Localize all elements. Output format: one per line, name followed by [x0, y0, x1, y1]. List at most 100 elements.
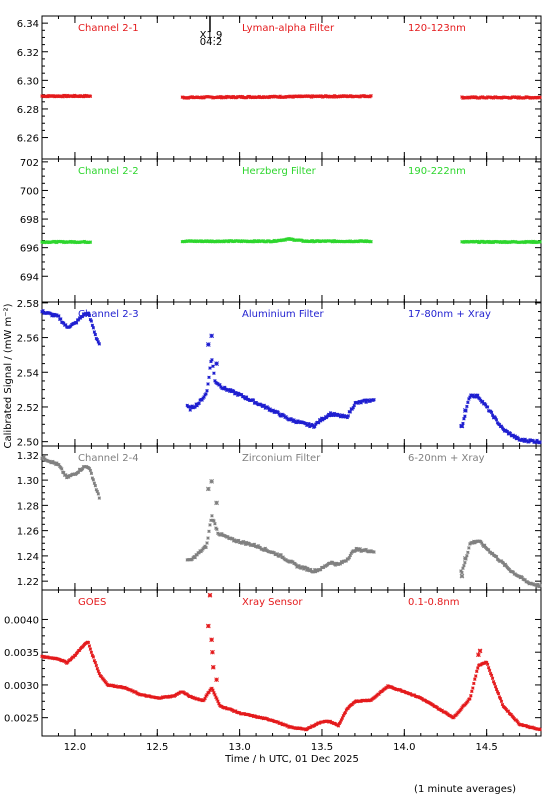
y-tick-label: 0.0025 — [4, 714, 39, 725]
x-tick-label: 13.5 — [311, 742, 333, 753]
data-point — [498, 696, 503, 701]
data-point — [197, 550, 201, 555]
data-point — [91, 655, 96, 659]
y-tick-label: 2.54 — [17, 368, 39, 379]
data-point — [223, 385, 227, 390]
data-point — [465, 404, 469, 409]
data-point — [80, 314, 85, 319]
data-point — [348, 410, 353, 414]
data-point — [97, 496, 102, 500]
data-point — [243, 397, 248, 401]
data-point — [489, 673, 494, 678]
data-point — [306, 566, 310, 571]
data-point — [462, 408, 468, 413]
data-point — [483, 403, 488, 407]
flare-time-label: 04:2 — [200, 37, 222, 48]
data-point — [469, 693, 473, 698]
data-point — [319, 416, 324, 420]
data-point — [77, 648, 82, 653]
y-tick-label: 6.32 — [17, 48, 39, 59]
y-tick-label: 702 — [20, 158, 39, 169]
data-point — [204, 545, 208, 550]
data-point — [92, 658, 97, 663]
data-point — [87, 644, 92, 648]
data-point — [193, 405, 197, 409]
data-point — [94, 663, 99, 668]
data-point — [520, 575, 524, 580]
data-point — [90, 653, 95, 658]
data-point — [343, 710, 348, 715]
y-axis-title: Calibrated Signal / (mW m⁻²) — [3, 303, 14, 448]
data-point — [210, 649, 215, 655]
data-point — [352, 403, 356, 408]
data-point — [480, 399, 485, 404]
data-point — [333, 563, 338, 567]
data-point — [74, 321, 79, 325]
data-point — [96, 492, 101, 496]
data-point — [460, 570, 464, 575]
data-point — [501, 427, 506, 432]
data-point — [511, 433, 516, 437]
data-point — [97, 342, 102, 346]
data-point — [309, 567, 313, 572]
data-point — [204, 392, 208, 396]
data-point — [87, 313, 92, 318]
channel-name: GOES — [78, 597, 106, 608]
filter-name: Lyman-alpha Filter — [242, 23, 335, 34]
data-point — [205, 388, 209, 393]
y-tick-label: 1.22 — [17, 577, 39, 588]
band-label: 190-222nm — [408, 166, 466, 177]
data-point — [369, 94, 373, 98]
y-tick-label: 1.24 — [17, 552, 39, 563]
data-point — [211, 364, 215, 368]
data-point — [188, 408, 192, 412]
data-point — [500, 702, 505, 707]
data-point — [468, 697, 472, 701]
data-point — [493, 684, 498, 689]
data-point — [93, 660, 98, 665]
data-point — [76, 470, 81, 474]
data-point — [208, 523, 212, 527]
data-point — [209, 479, 214, 484]
data-point — [468, 395, 472, 399]
data-point — [372, 397, 376, 402]
data-point — [90, 476, 95, 480]
data-point — [305, 568, 309, 572]
data-point — [494, 687, 499, 692]
data-point — [313, 569, 318, 574]
data-point — [505, 429, 510, 434]
data-point — [231, 389, 236, 393]
band-label: 6-20nm + Xray — [408, 453, 485, 464]
flare-class-label: X1.9 — [200, 30, 223, 41]
data-point — [205, 486, 211, 492]
data-point — [347, 555, 352, 560]
data-point — [339, 718, 344, 722]
data-point — [271, 408, 275, 412]
data-point — [195, 403, 199, 408]
data-point — [465, 553, 469, 558]
data-point — [466, 699, 470, 703]
data-point — [471, 541, 475, 545]
data-point — [88, 240, 93, 244]
data-point — [207, 529, 211, 534]
data-point — [318, 419, 323, 423]
data-point — [90, 323, 95, 328]
y-tick-label: 1.32 — [17, 451, 39, 462]
data-point — [262, 403, 267, 408]
panel-frame-2 — [41, 158, 542, 303]
data-point — [351, 405, 355, 410]
data-point — [200, 398, 204, 402]
channel-name: Channel 2-4 — [78, 453, 139, 464]
panel-frame-1 — [41, 15, 542, 160]
data-point — [363, 398, 367, 402]
data-point — [214, 361, 219, 366]
data-point — [501, 561, 506, 565]
data-point — [538, 727, 542, 732]
data-point — [99, 674, 104, 679]
data-point — [252, 542, 257, 547]
y-tick-label: 700 — [20, 186, 39, 197]
data-point — [340, 413, 345, 417]
data-point — [313, 567, 317, 572]
data-point — [344, 559, 349, 563]
y-tick-label: 696 — [20, 244, 39, 255]
